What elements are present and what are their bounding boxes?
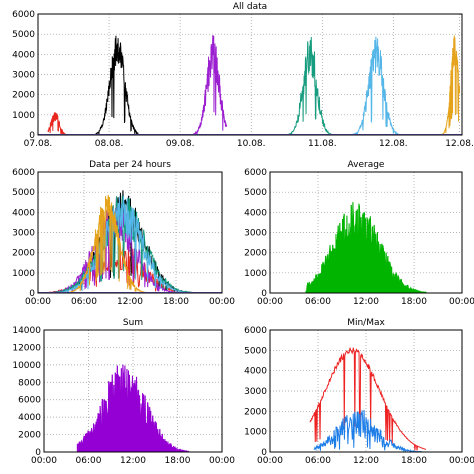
y-tick-label: 2000 [244, 407, 267, 417]
x-tick-label: 06:00 [305, 456, 331, 466]
x-tick-label: 00:00 [209, 297, 235, 307]
y-tick-label: 6000 [18, 396, 41, 406]
series-line-5 [67, 194, 147, 295]
y-tick-label: 6000 [12, 168, 35, 178]
y-tick-label: 10000 [12, 361, 41, 371]
x-tick-label: 10.08. [237, 139, 266, 149]
x-tick-label: 18:00 [401, 297, 427, 307]
x-tick-label: 12:00 [353, 297, 379, 307]
series-line-0 [76, 364, 189, 453]
y-tick-label: 1000 [244, 269, 267, 279]
chart-title: Sum [123, 318, 143, 328]
y-tick-label: 4000 [244, 367, 267, 377]
y-tick-label: 3000 [244, 229, 267, 239]
y-tick-label: 1000 [12, 111, 35, 121]
y-tick-label: 0 [261, 448, 267, 458]
plot-frame [269, 329, 463, 453]
y-tick-label: 4000 [18, 413, 41, 423]
x-tick-label: 18:00 [165, 456, 191, 466]
x-tick-label: 00:00 [257, 456, 283, 466]
y-tick-label: 2000 [12, 91, 35, 101]
series-line-4 [56, 196, 189, 295]
series-line-0 [47, 112, 69, 136]
chart-panel-minmax: Min/Max 0 1000 2000 3000 4000 5000 6000 00:00 06:… [244, 318, 474, 466]
plot-frame [269, 171, 463, 294]
y-tick-label: 2000 [12, 249, 35, 259]
x-tick-label: 00:00 [449, 456, 474, 466]
y-tick-label: 0 [29, 131, 35, 141]
series-line-1 [313, 409, 423, 454]
y-tick-label: 0 [261, 289, 267, 299]
plot-frame [43, 329, 223, 453]
y-tick-label: 6000 [12, 10, 35, 20]
y-tick-label: 6000 [244, 168, 267, 178]
series-line-4 [349, 36, 399, 136]
series-line-2 [192, 35, 228, 136]
y-tick-label: 3000 [12, 71, 35, 81]
x-tick-label: 12:00 [353, 456, 379, 466]
plot-frame [37, 171, 223, 294]
y-tick-label: 4000 [244, 208, 267, 218]
series-line-0 [309, 347, 427, 451]
y-tick-label: 2000 [244, 249, 267, 259]
x-tick-label: 00:00 [31, 456, 57, 466]
series-line-0 [305, 202, 427, 294]
y-tick-label: 5000 [244, 346, 267, 356]
chart-title: Data per 24 hours [89, 160, 171, 170]
x-tick-label: 12:00 [120, 456, 146, 466]
x-tick-label: 09.08. [166, 139, 195, 149]
chart-title: Average [348, 160, 385, 170]
chart-panel-avg: Average 0 1000 2000 3000 4000 5000 6000 00:00 06:… [244, 160, 474, 307]
y-tick-label: 2000 [18, 431, 41, 441]
plot-frame [37, 13, 463, 136]
series-line-3 [285, 36, 332, 136]
x-tick-label: 00:00 [25, 297, 51, 307]
y-tick-label: 4000 [12, 208, 35, 218]
chart-title: Min/Max [347, 318, 385, 328]
x-tick-label: 00:00 [257, 297, 283, 307]
x-tick-label: 00:00 [449, 297, 474, 307]
y-tick-label: 0 [29, 289, 35, 299]
y-tick-label: 1000 [12, 269, 35, 279]
y-tick-label: 8000 [18, 378, 41, 388]
x-tick-label: 08.08. [95, 139, 124, 149]
y-tick-label: 3000 [244, 387, 267, 397]
x-tick-label: 11.08. [308, 139, 337, 149]
series-line-1 [95, 35, 139, 135]
chart-panel-per24: Data per 24 hours 0 1000 2000 3000 4000 5000 60… [12, 160, 235, 307]
y-tick-label: 5000 [12, 188, 35, 198]
y-tick-label: 12000 [12, 343, 41, 353]
x-tick-label: 00:00 [209, 456, 235, 466]
x-tick-label: 18:00 [401, 456, 427, 466]
y-tick-label: 14000 [12, 326, 41, 336]
series-line-5 [435, 35, 461, 136]
x-tick-label: 18:00 [163, 297, 189, 307]
x-tick-label: 06:00 [76, 456, 102, 466]
y-tick-label: 1000 [244, 428, 267, 438]
y-tick-label: 6000 [244, 326, 267, 336]
x-tick-label: 06:00 [305, 297, 331, 307]
series-impulses-0 [76, 364, 190, 452]
y-tick-label: 4000 [12, 50, 35, 60]
chart-title: All data [233, 2, 267, 12]
x-tick-label: 07.08. [24, 139, 53, 149]
y-tick-label: 3000 [12, 229, 35, 239]
y-tick-label: 0 [35, 448, 41, 458]
x-tick-label: 12.08. [379, 139, 408, 149]
y-tick-label: 5000 [12, 30, 35, 40]
x-tick-label: 12.08. [445, 139, 474, 149]
chart-panel-sum: Sum 0 2000 4000 6000 8000 10000 12000 14000 00:00… [12, 318, 235, 466]
chart-panel-all: All data 0 1000 2000 3000 4000 5000 6000 07.08. 0… [12, 2, 474, 149]
y-tick-label: 5000 [244, 188, 267, 198]
x-tick-label: 06:00 [71, 297, 97, 307]
x-tick-label: 12:00 [117, 297, 143, 307]
